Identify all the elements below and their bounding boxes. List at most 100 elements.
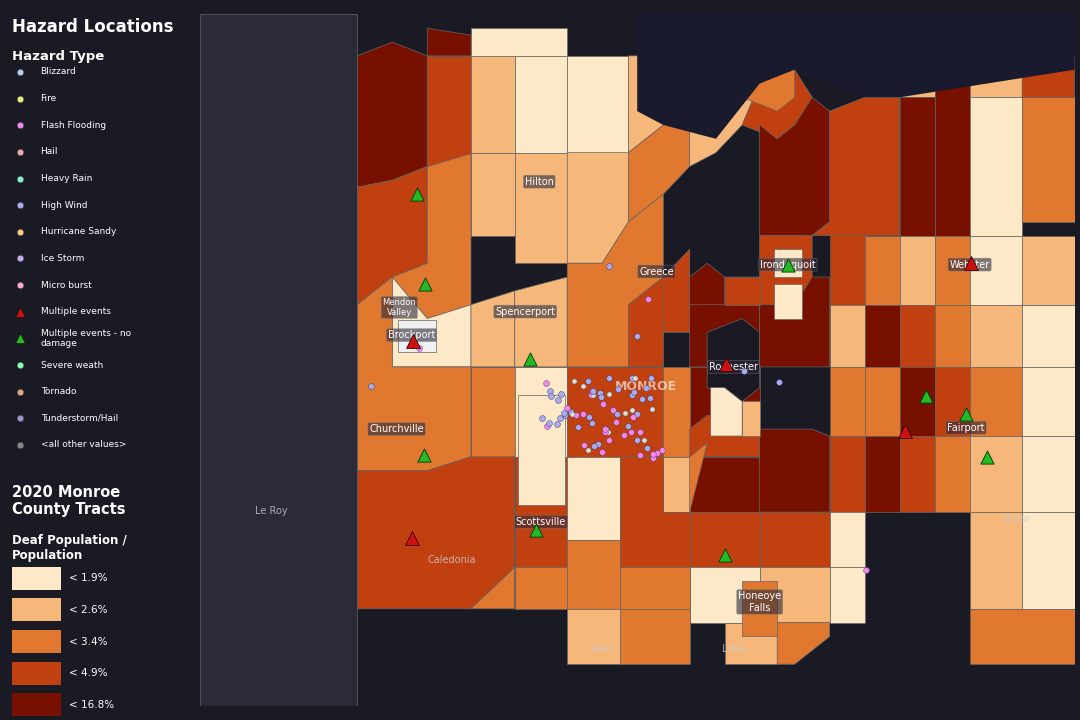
Polygon shape [629, 56, 690, 153]
Point [12, 120, 29, 131]
Polygon shape [829, 567, 865, 623]
Polygon shape [900, 305, 934, 367]
Polygon shape [759, 623, 829, 664]
Polygon shape [829, 222, 865, 305]
Point [600, 389, 618, 400]
Polygon shape [934, 56, 970, 235]
Point [643, 372, 660, 384]
Point [770, 377, 787, 388]
Point [631, 449, 648, 461]
Point [405, 335, 422, 346]
Text: Blizzard: Blizzard [41, 68, 77, 76]
Polygon shape [690, 56, 759, 97]
Text: < 4.9%: < 4.9% [69, 668, 108, 678]
Point [12, 306, 29, 318]
Polygon shape [934, 235, 970, 305]
Polygon shape [567, 56, 629, 153]
Point [594, 446, 611, 457]
Point [596, 427, 613, 438]
Text: Flash Flooding: Flash Flooding [41, 121, 106, 130]
Text: <all other values>: <all other values> [41, 441, 126, 449]
Polygon shape [829, 305, 865, 367]
Polygon shape [690, 264, 725, 305]
Point [12, 226, 29, 238]
Polygon shape [567, 456, 620, 540]
Polygon shape [515, 456, 567, 567]
Polygon shape [829, 367, 865, 436]
Point [584, 390, 602, 401]
Point [403, 533, 420, 544]
Text: Churchville: Churchville [369, 424, 424, 434]
FancyBboxPatch shape [12, 598, 60, 621]
Polygon shape [759, 277, 829, 367]
Polygon shape [518, 395, 566, 505]
Polygon shape [865, 56, 934, 97]
Polygon shape [900, 367, 934, 436]
Point [599, 426, 617, 438]
Point [575, 408, 592, 419]
FancyBboxPatch shape [12, 630, 60, 653]
Text: Hurricane Sandy: Hurricane Sandy [41, 228, 116, 236]
Polygon shape [865, 235, 900, 305]
Polygon shape [742, 70, 812, 139]
Text: Fairport: Fairport [947, 423, 985, 433]
Point [637, 382, 654, 393]
FancyBboxPatch shape [12, 693, 60, 716]
Polygon shape [515, 56, 567, 153]
Point [622, 426, 639, 438]
Text: Tornado: Tornado [41, 387, 76, 396]
Polygon shape [900, 436, 934, 512]
Polygon shape [742, 402, 759, 436]
Polygon shape [934, 305, 970, 367]
Point [896, 425, 914, 436]
Polygon shape [707, 318, 759, 402]
Point [12, 386, 29, 397]
Point [537, 377, 554, 389]
Point [632, 426, 649, 437]
Polygon shape [759, 97, 829, 235]
Polygon shape [471, 567, 515, 609]
Point [573, 380, 591, 392]
Point [553, 388, 570, 400]
Text: Le Roy: Le Roy [255, 505, 288, 516]
Polygon shape [970, 436, 1022, 512]
Point [858, 564, 875, 576]
Polygon shape [567, 609, 620, 664]
Polygon shape [200, 14, 357, 706]
Polygon shape [778, 623, 829, 664]
Polygon shape [428, 56, 471, 166]
Point [12, 199, 29, 211]
Text: Fire: Fire [41, 94, 57, 103]
Point [607, 416, 624, 428]
Point [527, 524, 544, 536]
Polygon shape [970, 97, 1022, 235]
Point [597, 423, 615, 435]
Point [582, 389, 599, 400]
Point [563, 406, 580, 418]
Polygon shape [934, 436, 970, 512]
Polygon shape [759, 512, 829, 567]
Point [735, 365, 753, 377]
Polygon shape [812, 97, 900, 235]
Polygon shape [1022, 42, 1075, 97]
Point [608, 408, 625, 420]
Polygon shape [690, 567, 759, 623]
Polygon shape [392, 277, 471, 367]
Point [558, 402, 576, 414]
Point [633, 393, 650, 405]
Point [718, 359, 735, 370]
Polygon shape [690, 443, 707, 512]
Polygon shape [742, 581, 778, 636]
Polygon shape [759, 429, 829, 512]
Point [12, 413, 29, 424]
Point [583, 385, 600, 397]
Text: Greece: Greece [639, 266, 674, 276]
Text: Hazard Type: Hazard Type [12, 50, 105, 63]
Point [609, 383, 626, 395]
Polygon shape [357, 456, 515, 609]
Point [623, 390, 640, 401]
Point [648, 447, 665, 459]
FancyBboxPatch shape [12, 567, 60, 590]
Point [410, 342, 428, 354]
Point [592, 387, 609, 399]
